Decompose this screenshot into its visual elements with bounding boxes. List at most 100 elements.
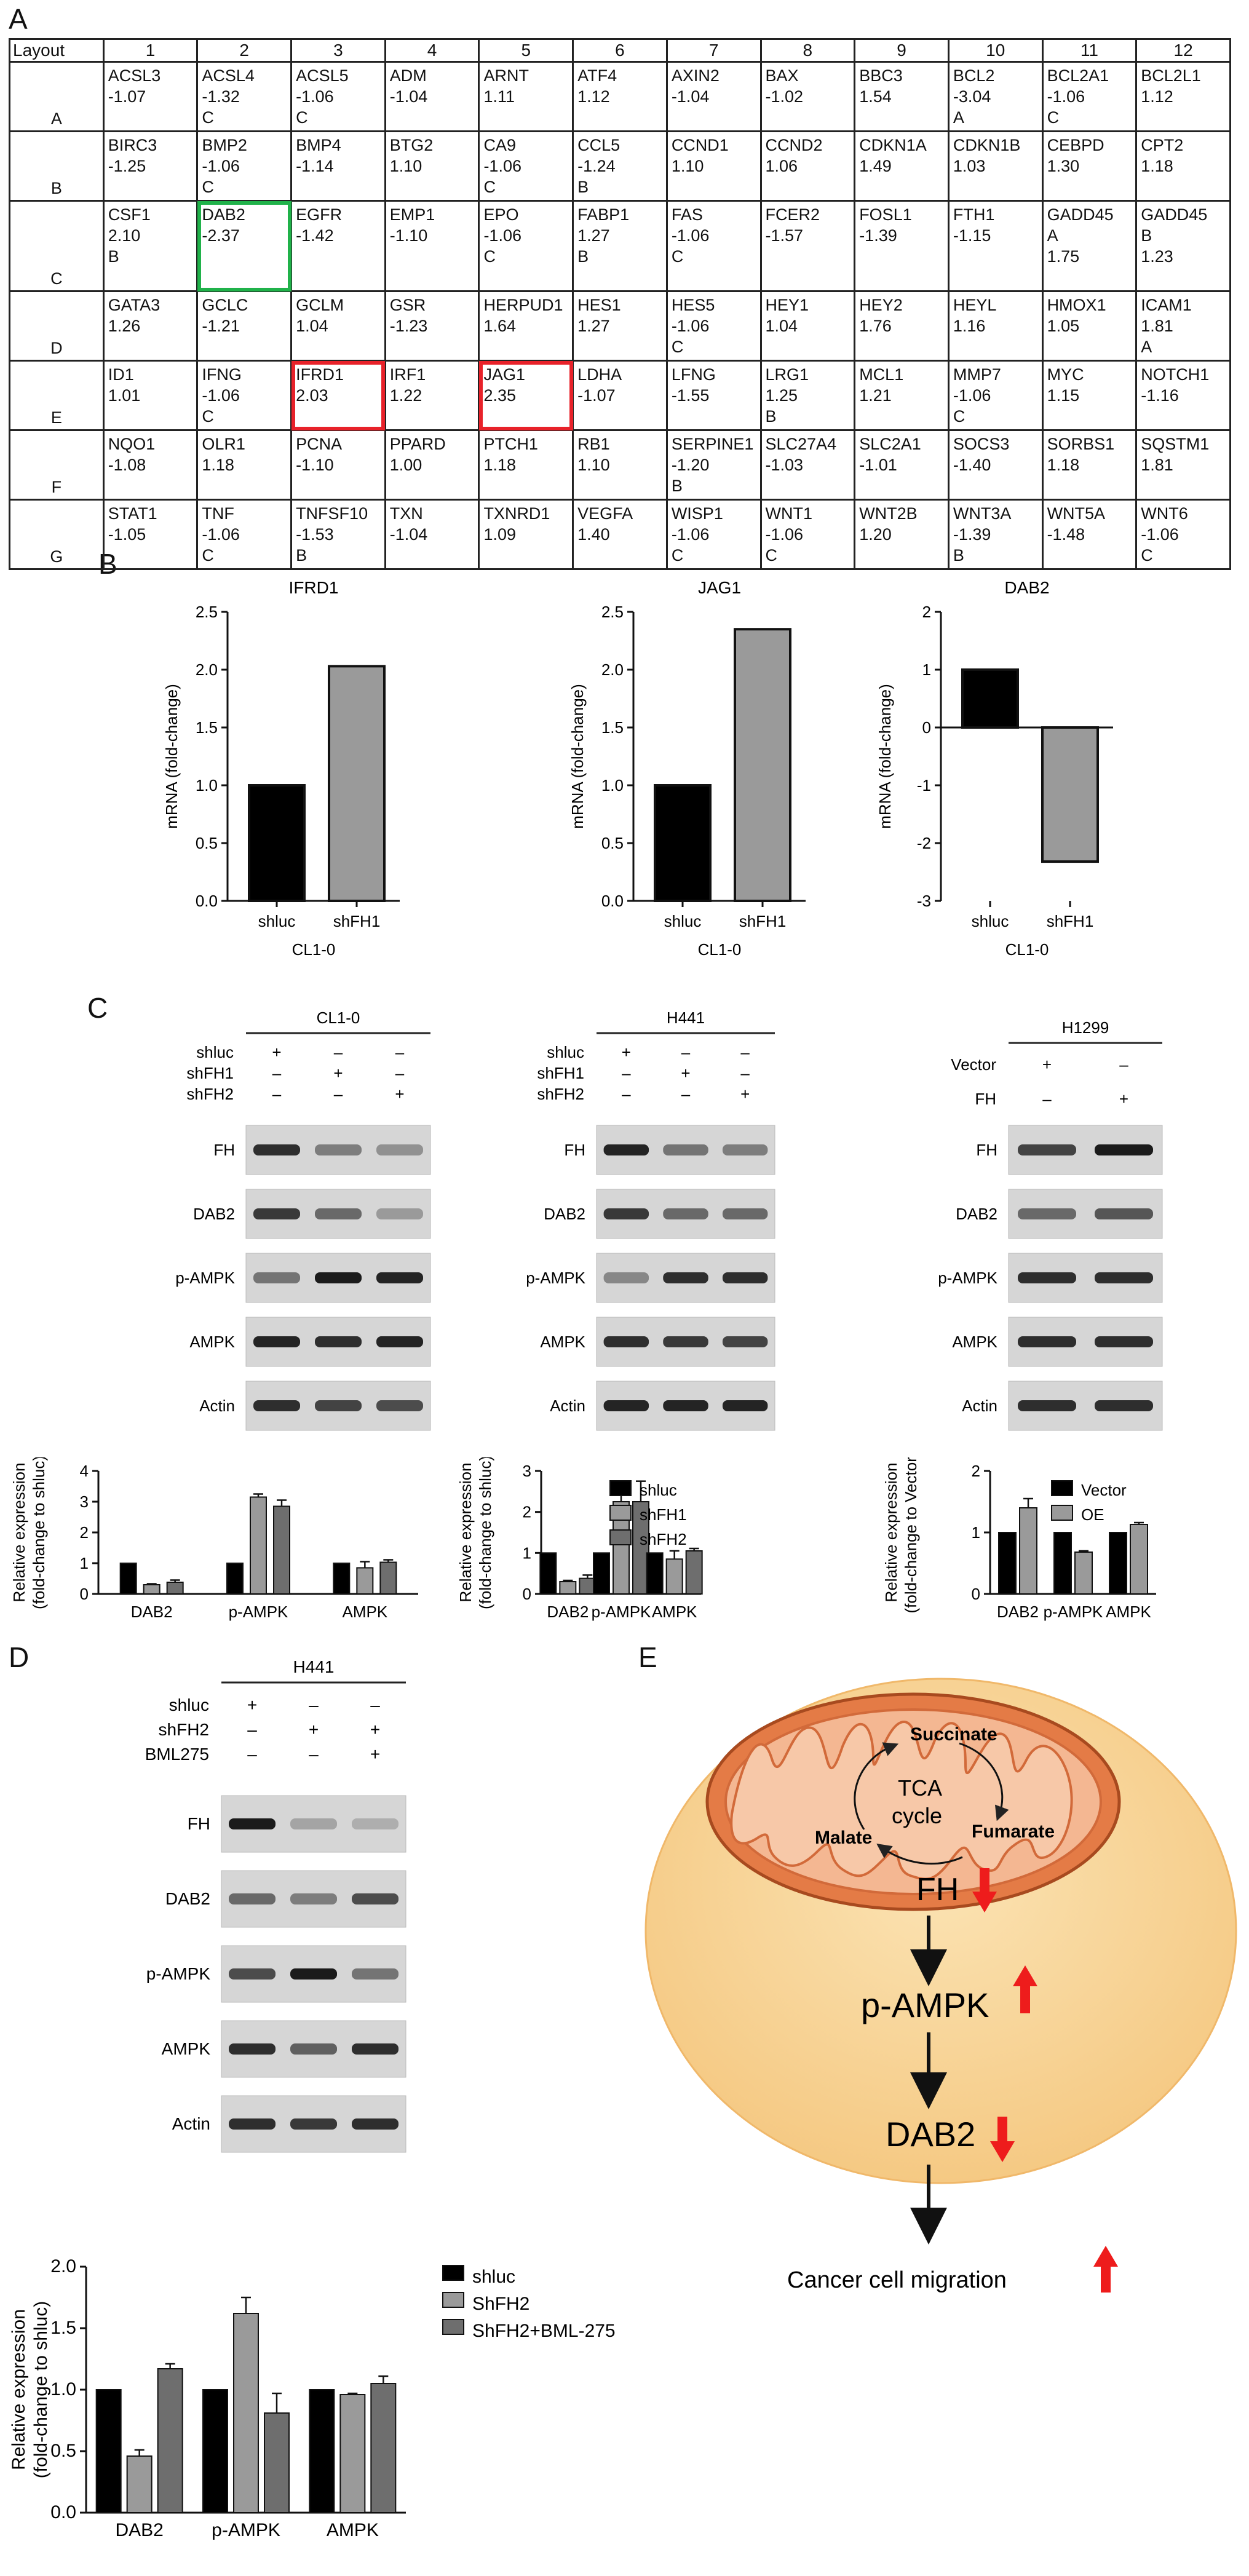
gene-cell: IFRD1 2.03 <box>290 360 386 431</box>
x-tick-label: p-AMPK <box>229 1603 288 1621</box>
y-axis-label: mRNA (fold-change) <box>876 684 894 829</box>
significance-flag <box>672 176 756 197</box>
gene-cell: RB1 1.10 <box>572 429 668 501</box>
band-label: FH <box>213 1141 235 1159</box>
gene-cell: EMP1 -1.10 <box>384 200 480 292</box>
band <box>253 1208 300 1219</box>
significance-flag <box>296 246 381 267</box>
gene-cell: SORBS1 1.18 <box>1041 429 1138 501</box>
bar-AMPK-s1 <box>339 2394 366 2513</box>
significance-flag <box>953 475 1038 496</box>
gene-cell: ATF4 1.12 <box>572 61 668 132</box>
significance-flag <box>108 475 193 496</box>
fold-change: -1.06 <box>202 525 240 544</box>
gene-name: BCL2 <box>953 66 995 85</box>
y-tick-label: 3 <box>80 1492 89 1511</box>
gene-cell: LRG1 1.25 B <box>759 360 856 431</box>
band <box>722 1272 768 1283</box>
fold-change: 1.81 <box>1141 317 1173 335</box>
gene-name: CCND1 <box>671 136 729 154</box>
gene-cell: BAX -1.02 <box>759 61 856 132</box>
y-axis-label: (fold-change to shluc) <box>31 2301 51 2479</box>
chart-dab2-mrna: DAB2 -3 -2 -1 0 1 2 shluc shFH1 CL1-0 mRNA (fold-c… <box>876 578 1113 959</box>
condition-mark: – <box>247 1720 257 1739</box>
condition-mark: + <box>272 1043 281 1061</box>
gene-name: CSF1 <box>108 205 151 224</box>
band <box>1018 1336 1076 1347</box>
gene-cell: HES5 -1.06 C <box>665 290 762 362</box>
x-tick-label: p-AMPK <box>212 2520 280 2540</box>
fold-change: -1.14 <box>296 157 334 175</box>
gene-cell: MCL1 1.21 <box>854 360 950 431</box>
fold-change: 1.26 <box>108 317 141 335</box>
band <box>315 1272 362 1283</box>
red-up-arrow-icon <box>1093 2246 1118 2293</box>
band <box>290 1818 337 1829</box>
bar-shluc <box>248 784 306 902</box>
bar-p-AMPK-s1 <box>1074 1552 1093 1595</box>
band <box>253 1272 300 1283</box>
band-label: DAB2 <box>956 1205 997 1223</box>
column-header: 12 <box>1135 38 1231 63</box>
gene-cell: VEGFA 1.40 <box>572 499 668 570</box>
significance-flag <box>296 176 381 197</box>
significance-flag: C <box>483 247 496 266</box>
bar-p-AMPK-s0 <box>226 1563 244 1595</box>
gene-cell: TNFSF10 -1.53 B <box>290 499 386 570</box>
gene-cell: CSF1 2.10 B <box>102 200 199 292</box>
condition-label: BML275 <box>145 1745 209 1764</box>
legend-label: Vector <box>1081 1481 1127 1499</box>
significance-flag <box>1141 176 1226 197</box>
gene-cell: NOTCH1 -1.16 <box>1135 360 1231 431</box>
fold-change: 1.23 <box>1141 247 1173 266</box>
y-tick-label: 1.5 <box>196 718 218 737</box>
fold-change: -1.25 <box>108 157 146 175</box>
gene-name: CCND2 <box>765 136 823 154</box>
y-axis-label: (fold-change to shluc) <box>476 1457 494 1609</box>
table-corner-label: Layout <box>9 38 105 63</box>
y-tick-label: 1 <box>922 660 931 679</box>
bar-DAB2-s0 <box>998 1532 1017 1595</box>
condition-mark: + <box>681 1064 690 1082</box>
condition-mark: + <box>1042 1055 1052 1074</box>
significance-flag <box>390 176 475 197</box>
gene-name: WNT5A <box>1047 504 1106 523</box>
gene-cell: BCL2L1 1.12 <box>1135 61 1231 132</box>
condition-mark: + <box>333 1064 343 1082</box>
y-axis-label: mRNA (fold-change) <box>162 684 181 829</box>
significance-flag <box>108 107 193 128</box>
significance-flag <box>483 336 568 357</box>
x-tick-label: shluc <box>664 912 702 930</box>
band-label: Actin <box>199 1397 235 1415</box>
band <box>722 1336 768 1347</box>
significance-flag: C <box>671 338 684 356</box>
fold-change: 1.40 <box>577 525 610 544</box>
bar-AMPK-s1 <box>356 1567 374 1595</box>
gene-name: ID1 <box>108 365 134 384</box>
gene-cell: WNT5A -1.48 <box>1041 499 1138 570</box>
blot-title: CL1-0 <box>317 1009 360 1027</box>
significance-flag <box>390 107 475 128</box>
gene-cell: PTCH1 1.18 <box>478 429 574 501</box>
gene-cell: ACSL4 -1.32 C <box>196 61 293 132</box>
gene-name: BBC3 <box>859 66 903 85</box>
band <box>352 2043 398 2055</box>
condition-mark: – <box>622 1085 631 1103</box>
legend-swatch <box>442 2292 464 2308</box>
chart-ifrd1-mrna: IFRD1 0.0 0.5 1.0 1.5 2.0 2.5 shluc shFH1 CL1-0 mR… <box>162 578 400 959</box>
bar-DAB2-s1 <box>559 1581 577 1595</box>
significance-flag <box>953 176 1038 197</box>
gene-cell: FABP1 1.27 B <box>572 200 668 292</box>
fh-ampk-dab2-schematic: Succinate TCA cycle Malate Fumarate FH p… <box>644 1678 1237 2293</box>
band <box>253 1336 300 1347</box>
x-axis-label: CL1-0 <box>698 940 742 959</box>
condition-label: shFH2 <box>186 1085 234 1103</box>
chart-title: IFRD1 <box>289 578 339 597</box>
condition-label: shluc <box>547 1043 584 1061</box>
gene-cell: BBC3 1.54 <box>854 61 950 132</box>
x-tick-label: shFH1 <box>333 912 381 930</box>
significance-flag: C <box>202 178 214 196</box>
band-label: Actin <box>172 2114 210 2133</box>
gene-cell: WNT3A -1.39 B <box>947 499 1044 570</box>
table-row: E ID1 1.01 IFNG -1.06 C IFRD1 2.03 IRF1 1.22 JA… <box>9 360 1231 431</box>
